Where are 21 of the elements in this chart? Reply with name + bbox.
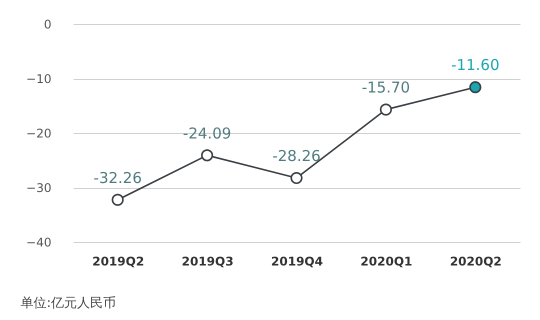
text: 单位:亿元人民币 [20,296,116,311]
data-label: -24.09 [182,124,232,142]
x-tick-label: 2019Q3 [182,254,234,268]
point [290,172,303,184]
data-label: -32.26 [94,168,142,187]
data-label: -15.70 [362,78,410,97]
point [469,81,482,94]
y-tick-label: 0 [44,18,52,32]
point [380,104,392,116]
y-tick-label: −10 [26,72,52,86]
y-tick-label: −30 [26,181,52,195]
data-label: -11.60 [451,56,500,74]
data-label: -28.26 [272,147,321,166]
y-tick-label: −40 [26,236,52,250]
point [112,194,124,206]
x-tick-label: 2020Q2 [450,254,502,268]
y-tick-label: −20 [26,126,52,140]
point [201,149,214,162]
x-tick-label: 2019Q2 [92,254,144,268]
x-tick-label: 2019Q4 [271,254,323,268]
x-tick-label: 2020Q1 [360,254,412,268]
